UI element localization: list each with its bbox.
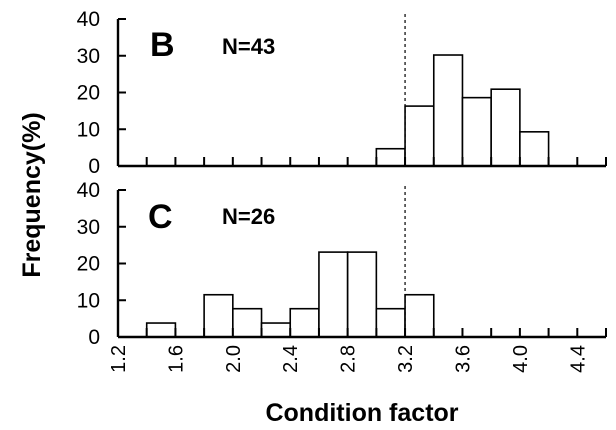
y-tick-label-b-2: 20: [77, 82, 100, 105]
bar-c-1: [203, 293, 234, 338]
y-tick-label-c-2: 20: [77, 253, 100, 276]
x-tick-label-0: 1.2: [108, 345, 130, 373]
bar-c-8: [404, 293, 435, 338]
bar-c-4: [289, 307, 320, 338]
sample-size-label-b: N=43: [222, 34, 275, 59]
x-tick-label-7: 4.0: [510, 345, 532, 373]
bar-b-2: [432, 54, 464, 167]
y-tick-label-c-3: 30: [77, 216, 100, 239]
panel-c: 0 10 20 30 40 1.2 1.6 2.0 2.4 2.8 3.2 3.6 4.0 4.4 C N=2…: [77, 179, 607, 373]
bar-c-7: [375, 307, 406, 338]
bar-b-3: [461, 96, 492, 167]
y-axis-title: Frequency(%): [18, 112, 46, 277]
bar-c-5: [318, 251, 349, 338]
x-tick-label-3: 2.4: [280, 345, 302, 373]
bar-c-0: [145, 322, 177, 338]
y-tick-label-b-3: 30: [77, 45, 100, 68]
panel-letter-c: C: [148, 198, 173, 236]
bar-b-5: [519, 131, 550, 167]
x-tick-label-8: 4.4: [567, 345, 589, 373]
bar-b-0: [375, 147, 406, 167]
x-axis-title: Condition factor: [265, 399, 458, 427]
bar-c-6: [346, 251, 378, 338]
x-tick-label-5: 3.2: [395, 345, 417, 373]
y-tick-label-b-4: 40: [77, 8, 100, 31]
sample-size-label-c: N=26: [222, 204, 275, 229]
y-tick-label-b-0: 0: [88, 155, 100, 178]
panel-letter-b: B: [150, 26, 175, 64]
x-tick-label-1: 1.6: [165, 345, 187, 373]
bar-b-1: [404, 105, 435, 167]
y-tick-label-c-1: 10: [77, 289, 100, 312]
bar-c-2: [232, 307, 263, 338]
bar-c-3: [260, 322, 292, 338]
x-tick-label-4: 2.8: [338, 345, 360, 373]
panel-b: 0 10 20 30 40 B N=43: [77, 8, 607, 178]
y-tick-label-b-1: 10: [77, 118, 100, 141]
x-tick-label-6: 3.6: [452, 345, 474, 373]
y-tick-label-c-4: 40: [77, 179, 100, 202]
bar-b-4: [490, 88, 521, 167]
y-tick-label-c-0: 0: [88, 326, 100, 349]
x-tick-label-2: 2.0: [223, 345, 245, 373]
